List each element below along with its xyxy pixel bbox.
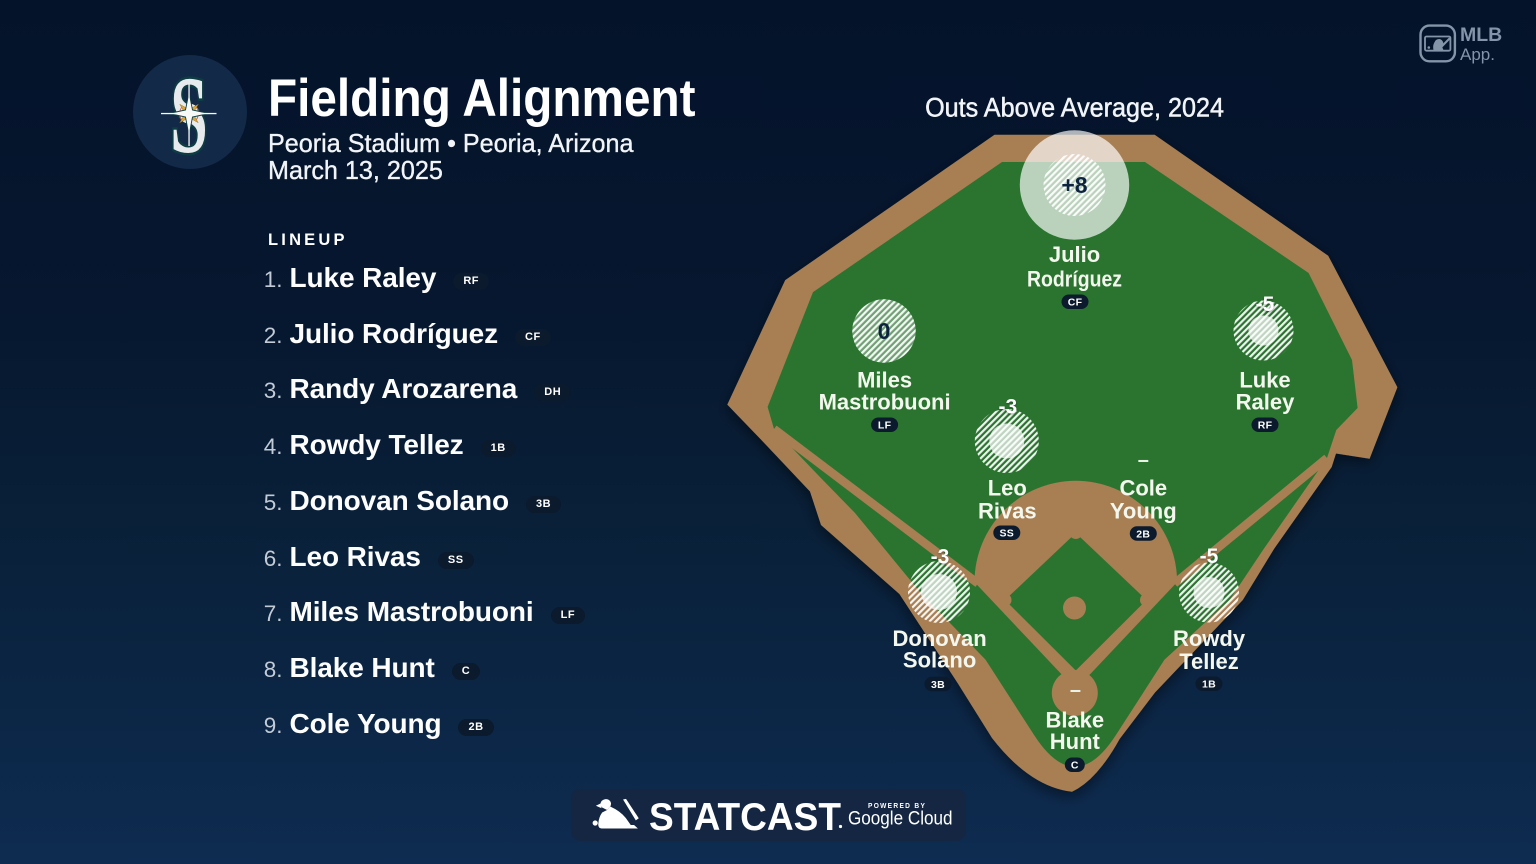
svg-text:-3: -3 [998,396,1017,419]
svg-text:Blake: Blake [1045,707,1104,732]
svg-text:2B: 2B [1136,529,1150,541]
svg-text:C: C [1071,760,1079,772]
svg-text:0: 0 [878,318,891,344]
svg-text:-5: -5 [1200,545,1219,568]
svg-text:App.: App. [1460,45,1495,64]
svg-text:POWERED BY: POWERED BY [868,803,926,810]
svg-text:–: – [1138,449,1149,471]
svg-text:SS: SS [999,528,1014,540]
svg-text:Cole: Cole [1119,476,1167,501]
svg-text:Rivas: Rivas [978,499,1037,524]
svg-text:Google Cloud: Google Cloud [848,808,953,829]
svg-text:3B: 3B [931,679,945,691]
svg-text:RF: RF [1258,420,1273,432]
svg-text:Julio: Julio [1049,242,1100,267]
svg-text:-5: -5 [1256,293,1275,316]
svg-text:-3: -3 [931,546,950,569]
svg-text:+8: +8 [1061,172,1087,198]
svg-text:Luke: Luke [1239,368,1290,393]
svg-text:LF: LF [878,420,892,432]
svg-text:Miles: Miles [857,368,912,393]
svg-text:Raley: Raley [1236,390,1295,415]
svg-text:Solano: Solano [903,648,976,673]
svg-text:Young: Young [1110,499,1177,524]
svg-text:STATCAST: STATCAST [649,796,841,839]
svg-text:Rowdy: Rowdy [1173,626,1246,651]
svg-text:CF: CF [1068,297,1083,309]
svg-text:MLB: MLB [1460,24,1502,46]
svg-text:Rodríguez: Rodríguez [1027,267,1122,292]
svg-text:Tellez: Tellez [1179,649,1239,674]
svg-text:Hunt: Hunt [1050,729,1101,754]
svg-text:–: – [1070,679,1081,701]
svg-text:Outs Above Average, 2024: Outs Above Average, 2024 [925,94,1224,123]
svg-text:Mastrobuoni: Mastrobuoni [819,390,951,415]
svg-text:Leo: Leo [988,476,1027,501]
svg-text:1B: 1B [1202,679,1216,691]
svg-text:Donovan: Donovan [893,626,987,651]
